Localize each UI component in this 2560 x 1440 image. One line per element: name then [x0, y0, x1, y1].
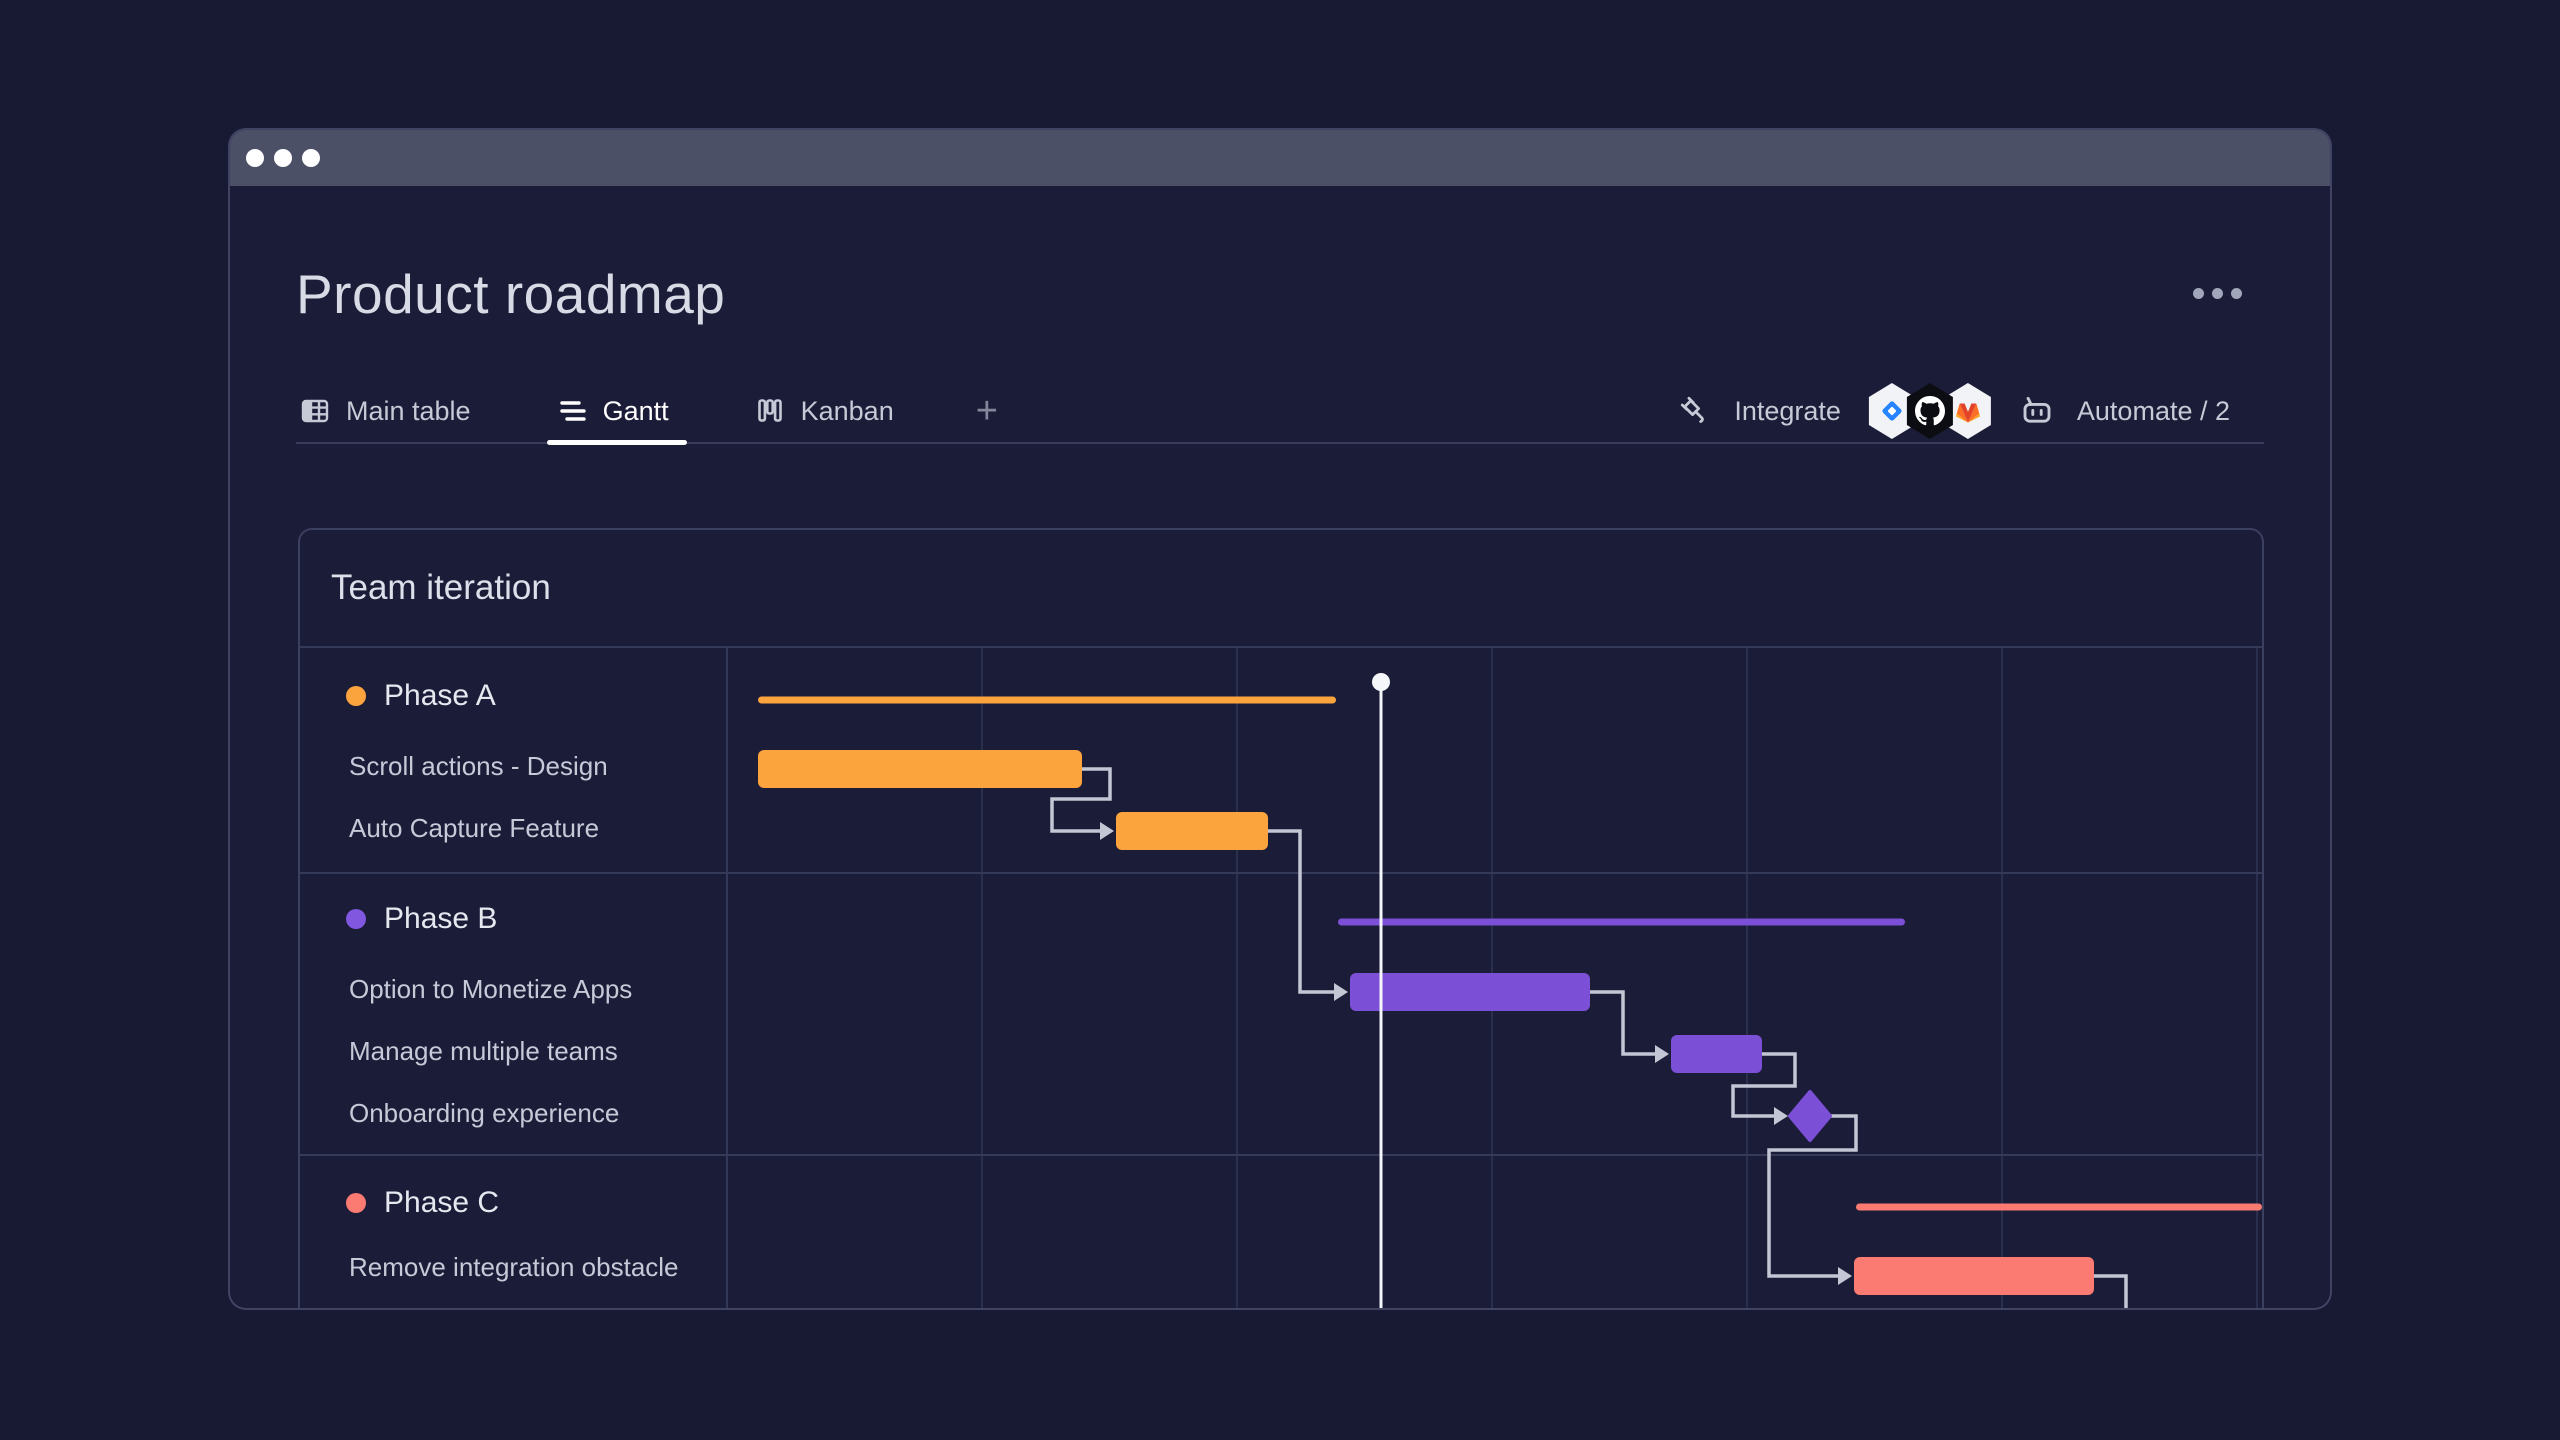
add-view-button[interactable]: + — [975, 390, 998, 432]
item-row[interactable]: Auto Capture Feature — [349, 813, 599, 844]
integrate-button[interactable]: Integrate — [1734, 395, 1841, 426]
team-iteration-panel: Team iteration Phase A Scroll actions - D… — [298, 528, 2264, 1308]
tab-label: Kanban — [800, 395, 894, 426]
group-row-phase-c[interactable]: Phase C — [346, 1186, 499, 1220]
group-row-phase-a[interactable]: Phase A — [346, 679, 496, 713]
github-badge — [1906, 383, 1953, 439]
window-control-dot[interactable] — [302, 149, 320, 167]
gantt-summary-line-A-sum — [758, 696, 1336, 704]
plug-icon — [1681, 396, 1705, 423]
item-row[interactable]: Scroll actions - Design — [349, 751, 608, 782]
dependency-connector — [1050, 767, 1112, 833]
dependency-arrowhead — [1774, 1107, 1788, 1125]
group-color-dot — [346, 1193, 366, 1213]
item-row[interactable]: Option to Monetize Apps — [349, 974, 632, 1005]
group-row-phase-b[interactable]: Phase B — [346, 902, 497, 936]
dependency-arrowhead — [1334, 983, 1348, 1001]
group-name: Phase A — [384, 679, 496, 712]
item-row[interactable]: Onboarding experience — [349, 1098, 619, 1129]
ellipsis-horizontal-icon — [2231, 288, 2242, 299]
item-row[interactable]: Remove integration obstacle — [349, 1252, 679, 1283]
dependency-arrowhead — [1655, 1045, 1669, 1063]
today-line-dot[interactable] — [1372, 673, 1390, 691]
group-name: Phase B — [384, 902, 498, 935]
item-name: Onboarding experience — [349, 1098, 620, 1128]
item-name: Option to Monetize Apps — [349, 974, 633, 1004]
gantt-bar-B1[interactable] — [1350, 973, 1590, 1011]
window-control-dot[interactable] — [246, 149, 264, 167]
jira-icon — [1882, 401, 1902, 421]
table-icon — [301, 399, 329, 423]
page-title: Product roadmap — [296, 263, 726, 325]
ellipsis-horizontal-icon — [2212, 288, 2223, 299]
gantt-lines-icon — [559, 401, 586, 421]
gantt-summary-line-C-sum — [1856, 1203, 2262, 1211]
ellipsis-horizontal-icon — [2193, 288, 2204, 299]
window-control-dot[interactable] — [274, 149, 292, 167]
gantt-summary-line-B-sum — [1338, 918, 1905, 926]
gantt-chart — [300, 646, 2262, 1308]
item-name: Scroll actions - Design — [349, 751, 608, 781]
group-name: Phase C — [384, 1186, 500, 1219]
tab-kanban[interactable]: Kanban — [751, 380, 898, 442]
dependency-connector — [2094, 1274, 2128, 1308]
tab-gantt[interactable]: Gantt — [546, 380, 687, 445]
dependency-arrowhead — [1100, 822, 1114, 840]
dependency-connector — [1268, 829, 1336, 994]
tab-main-table[interactable]: Main table — [296, 380, 475, 442]
gantt-bar-C1[interactable] — [1854, 1257, 2094, 1295]
gantt-bar-A1[interactable] — [758, 750, 1082, 788]
tab-label: Main table — [346, 395, 471, 426]
gitlab-icon — [1955, 403, 1980, 423]
gantt-bar-B2[interactable] — [1671, 1035, 1762, 1073]
gantt-label-column: Phase A Scroll actions - Design Auto Captu… — [300, 530, 727, 1308]
dependency-connector — [1731, 1052, 1797, 1118]
group-color-dot — [346, 909, 366, 929]
gantt-milestone-B3[interactable] — [1788, 1090, 1832, 1142]
window-titlebar — [230, 130, 2330, 186]
dependency-connector — [1590, 990, 1657, 1056]
item-row[interactable]: Manage multiple teams — [349, 1036, 618, 1067]
kanban-columns-icon — [757, 399, 782, 422]
view-tabbar: Main table Gantt Kanban + — [296, 380, 2264, 445]
item-name: Auto Capture Feature — [349, 813, 600, 843]
dependency-connector — [1767, 1114, 1858, 1278]
integration-badges[interactable] — [1867, 383, 1993, 439]
item-name: Manage multiple teams — [349, 1036, 618, 1066]
app-window: Product roadmap Main table Gantt — [228, 128, 2332, 1310]
tab-label: Gantt — [602, 395, 669, 426]
automate-button[interactable]: Automate / 2 — [2076, 395, 2230, 426]
item-name: Remove integration obstacle — [349, 1252, 679, 1282]
robot-icon — [2023, 396, 2051, 423]
gantt-bar-A2[interactable] — [1116, 812, 1268, 850]
github-icon — [1914, 396, 1945, 426]
panel-title: Team iteration — [331, 568, 551, 607]
active-tab-underline — [546, 440, 687, 445]
group-color-dot — [346, 686, 366, 706]
board-menu-button[interactable] — [2193, 288, 2242, 299]
dependency-arrowhead — [1838, 1267, 1852, 1285]
